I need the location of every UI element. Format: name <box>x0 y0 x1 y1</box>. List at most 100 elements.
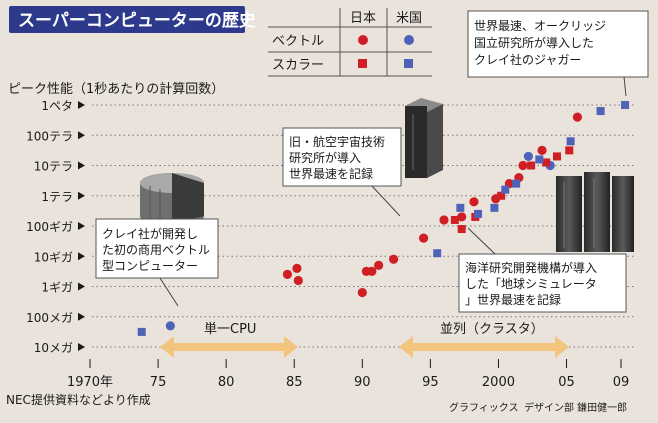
chart-title: スーパーコンピューターの歴史 <box>18 10 257 31</box>
data-point-square <box>490 203 499 212</box>
legend-marker-us-vector <box>404 35 414 45</box>
x-tick-label: 75 <box>150 375 167 390</box>
era-arrow-single-cpu <box>160 336 298 358</box>
annotation-jaguar: 世界最速、オークリッジ 国立研究所が導入した クレイ社のジャガー <box>467 10 649 97</box>
data-point-circle <box>523 151 534 162</box>
data-points-layer <box>137 101 630 336</box>
data-point-square <box>566 137 575 146</box>
era-label-parallel: 並列（クラスタ） <box>440 322 544 337</box>
era-label-single-cpu: 単一CPU <box>204 321 256 337</box>
cray1-illustration <box>140 173 204 226</box>
earth-simulator-illustration <box>556 172 634 252</box>
legend-row-vector: ベクトル <box>272 34 324 49</box>
legend-marker-us-scalar <box>404 59 413 68</box>
era-arrow-parallel <box>399 336 569 358</box>
data-point-square <box>433 249 442 258</box>
x-tick-label: 1970年 <box>67 375 113 390</box>
data-point-square <box>621 101 630 109</box>
svg-text:た初の商用ベクトル: た初の商用ベクトル <box>102 242 210 257</box>
annotation-earth-simulator-line2: した「地球シミュレータ <box>465 277 597 291</box>
y-tick-marker <box>78 131 85 140</box>
annotation-nal: 旧・航空宇宙技術 研究所が導入 世界最速を記録 <box>282 127 402 217</box>
svg-text:世界最速、オークリッジ: 世界最速、オークリッジ <box>474 19 606 33</box>
svg-text:した「地球シミュレータ: した「地球シミュレータ <box>465 277 597 291</box>
svg-text:国立研究所が導入した: 国立研究所が導入した <box>474 35 594 50</box>
legend-row-scalar: スカラー <box>272 58 324 73</box>
annotation-cray1-line1: クレイ社が開発し <box>102 226 198 241</box>
data-point-square <box>542 158 551 167</box>
data-point-square <box>527 161 536 170</box>
title-box <box>9 6 245 33</box>
y-tick-label: 1ペタ <box>41 99 73 113</box>
data-point-square <box>596 107 605 116</box>
data-point-circle <box>374 260 384 270</box>
data-point-square <box>497 191 506 200</box>
data-point-circle <box>457 212 467 222</box>
source-credit: NEC提供資料などより作成 <box>6 392 151 407</box>
y-tick-marker <box>78 282 85 291</box>
data-point-circle <box>572 112 583 122</box>
data-point-square <box>474 209 483 218</box>
y-tick-label: 10ギガ <box>34 250 73 264</box>
svg-text:旧・航空宇宙技術: 旧・航空宇宙技術 <box>289 134 385 149</box>
x-tick-label: 05 <box>558 375 575 390</box>
svg-text:世界最速を記録: 世界最速を記録 <box>289 166 373 181</box>
y-tick-marker <box>78 161 85 170</box>
annotation-jaguar-line1: 世界最速、オークリッジ <box>474 19 606 33</box>
y-tick-label: 1ギガ <box>41 281 73 295</box>
x-tick-label: 80 <box>218 375 235 390</box>
annotation-cray1-line3: 型コンピューター <box>102 259 198 273</box>
data-point-circle <box>367 266 377 276</box>
data-point-square <box>501 185 510 194</box>
annotation-cray1-line2: た初の商用ベクトル <box>102 242 210 257</box>
y-tick-label: 100メガ <box>26 311 73 325</box>
data-point-square <box>137 327 146 336</box>
x-tick-label: 2000 <box>482 375 515 390</box>
data-point-circle <box>418 233 429 243</box>
data-point-circle <box>357 287 367 298</box>
data-point-circle <box>469 197 479 207</box>
legend-table <box>268 8 432 77</box>
graphics-credit: グラフィックス <box>449 401 519 414</box>
annotation-nal-line1: 旧・航空宇宙技術 <box>289 134 385 149</box>
data-point-circle <box>518 160 528 171</box>
x-tick-label: 09 <box>613 375 630 390</box>
x-tick-label: 90 <box>354 375 371 390</box>
data-point-square <box>456 203 465 212</box>
data-point-square <box>450 215 459 224</box>
y-tick-label: 100テラ <box>26 129 73 143</box>
y-tick-label: 10テラ <box>34 160 73 174</box>
data-point-square <box>565 146 574 155</box>
annotation-jaguar-line2: 国立研究所が導入した <box>474 35 594 50</box>
data-point-circle <box>292 263 302 273</box>
y-tick-label: 1テラ <box>41 190 73 204</box>
svg-text:型コンピューター: 型コンピューター <box>102 259 198 273</box>
legend-marker-japan-vector <box>358 35 368 45</box>
nal-tower-illustration <box>405 98 443 178</box>
y-tick-marker <box>78 312 85 321</box>
legend-col-japan: 日本 <box>350 11 376 26</box>
data-point-square <box>457 225 466 234</box>
svg-text:研究所が導入: 研究所が導入 <box>289 150 361 165</box>
y-tick-marker <box>78 222 85 230</box>
data-point-circle <box>389 254 399 264</box>
svg-text:クレイ社のジャガー: クレイ社のジャガー <box>474 52 581 67</box>
y-tick-marker <box>78 191 85 200</box>
svg-text:」世界最速を記録: 」世界最速を記録 <box>465 292 561 307</box>
y-tick-marker <box>78 101 85 109</box>
data-point-square <box>535 155 544 164</box>
annotation-earth-simulator-line1: 海洋研究開発機構が導入 <box>465 260 597 275</box>
data-point-circle <box>282 269 293 279</box>
y-tick-marker <box>78 252 85 261</box>
legend-col-us: 米国 <box>396 11 422 26</box>
data-point-square <box>553 152 562 161</box>
data-point-circle <box>439 215 449 225</box>
annotation-nal-line2: 研究所が導入 <box>289 150 361 165</box>
svg-text:クレイ社が開発し: クレイ社が開発し <box>102 226 198 241</box>
y-tick-layer: 1ペタ 100テラ 10テラ 1テラ 100ギガ 10ギガ 1ギガ 100メガ 10メガ <box>26 99 85 355</box>
y-axis-label: ピーク性能（1秒あたりの計算回数） <box>8 81 224 97</box>
annotation-earth-simulator-line3: 」世界最速を記録 <box>465 292 561 307</box>
annotation-jaguar-line3: クレイ社のジャガー <box>474 52 581 67</box>
